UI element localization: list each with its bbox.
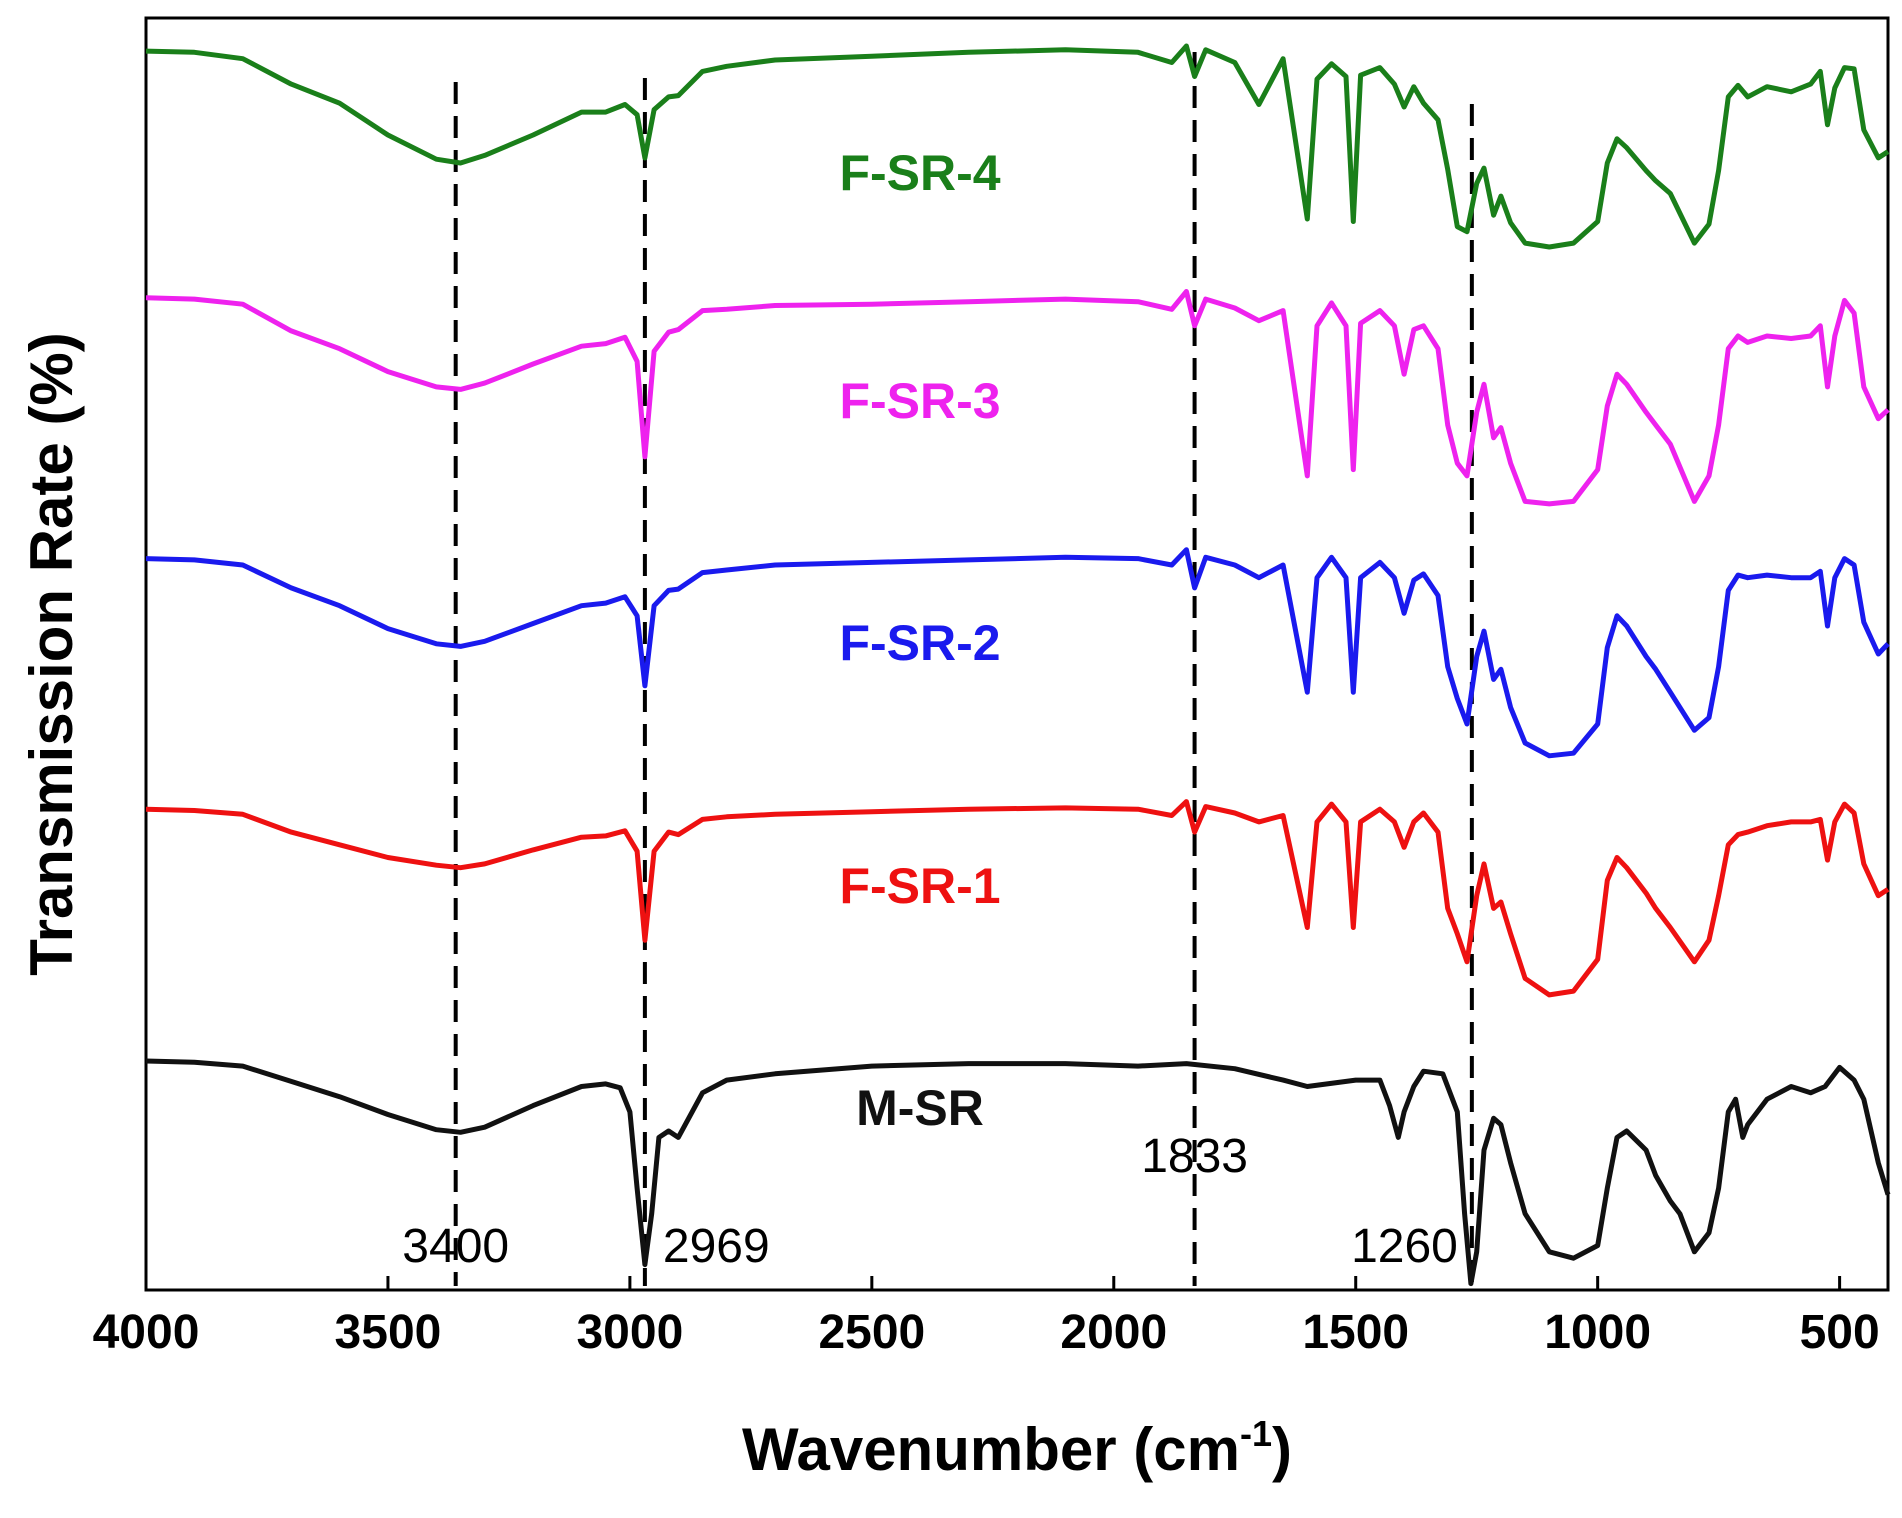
reference-label-1260: 1260 [1351,1220,1458,1273]
series-line-f-sr-3 [145,289,1890,507]
series-label-f-sr-3: F-SR-3 [839,373,1000,429]
series-line-f-sr-1 [145,799,1890,998]
x-tick-label-1000: 1000 [1544,1306,1651,1359]
series-line-f-sr-4 [145,43,1890,250]
reference-label-2969: 2969 [663,1220,770,1273]
x-ticks: 4000 3500 3000 2500 2000 1500 1000 500 [93,1276,1880,1359]
series-label-f-sr-4: F-SR-4 [839,145,1000,201]
reference-label-1833: 1833 [1141,1130,1248,1183]
series-label-f-sr-2: F-SR-2 [839,615,1000,671]
x-tick-label-1500: 1500 [1302,1306,1409,1359]
series-line-m-sr [145,1058,1891,1287]
series-label-m-sr: M-SR [856,1080,984,1136]
series-line-f-sr-2 [145,547,1890,759]
x-tick-label-2500: 2500 [818,1306,925,1359]
series-group: F-SR-4 F-SR-3 F-SR-2 F-SR-1 M-SR [145,43,1891,1287]
plot-frame [144,16,1890,1292]
x-tick-label-500: 500 [1800,1306,1880,1359]
x-tick-label-4000: 4000 [93,1306,200,1359]
x-axis-title-base: Wavenumber (cm [742,1416,1240,1483]
series-label-f-sr-1: F-SR-1 [839,858,1000,914]
x-axis-title: Wavenumber (cm-1) [742,1413,1292,1483]
x-axis-title-superscript: -1 [1240,1413,1272,1454]
x-axis-title-close: ) [1272,1416,1292,1483]
x-tick-label-3500: 3500 [335,1306,442,1359]
x-tick-label-3000: 3000 [576,1306,683,1359]
x-tick-label-2000: 2000 [1060,1306,1167,1359]
y-axis-title: Transmission Rate (%) [18,332,85,976]
reference-label-3400: 3400 [402,1220,509,1273]
